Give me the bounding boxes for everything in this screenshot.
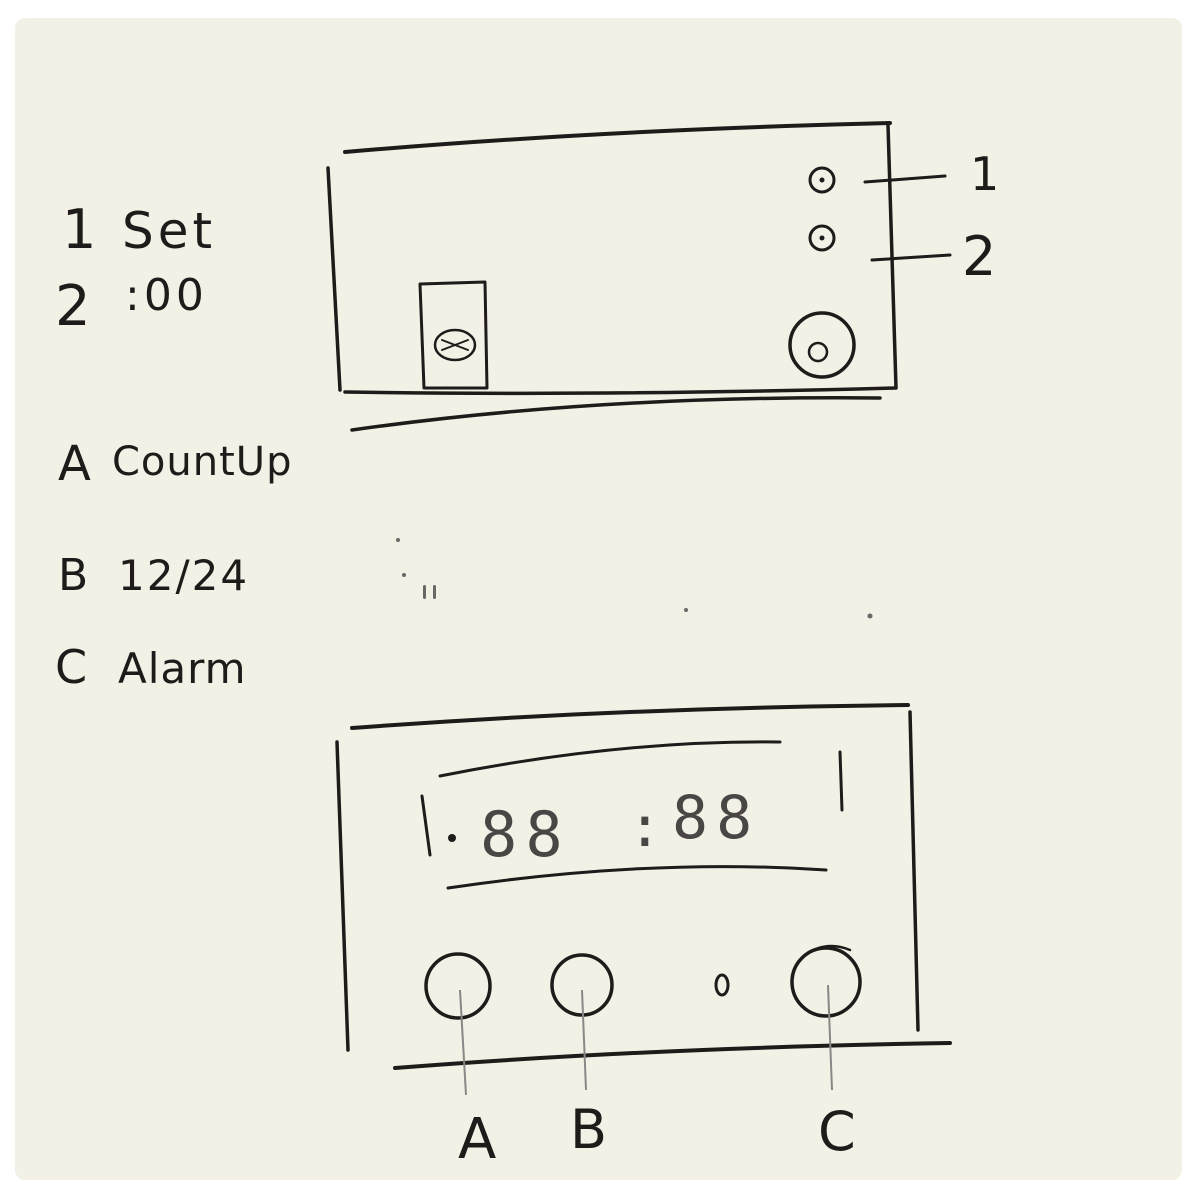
legend-label-set: Set: [122, 202, 216, 260]
front-panel-left-edge: [335, 740, 350, 1052]
display-hours: 88: [480, 798, 571, 871]
display-left-edge: [420, 794, 432, 857]
legend-key-1: 1: [62, 198, 96, 261]
display-right-edge: [838, 750, 844, 812]
display-top-edge: [438, 740, 782, 778]
button-label-a: A: [458, 1107, 496, 1172]
legend-key-a: A: [58, 436, 91, 492]
back-panel: 1 2: [326, 121, 999, 432]
battery-compartment: [418, 280, 489, 390]
leader-line-b: [581, 989, 587, 1091]
back-panel-left-edge: [326, 166, 342, 392]
paper-sheet: [15, 18, 1182, 1180]
zero-knob-center: [819, 235, 825, 241]
callout-line-2: [870, 253, 952, 262]
back-panel-bottom-edge: [343, 386, 897, 396]
front-panel-right-edge: [908, 710, 920, 1032]
zero-knob: [808, 224, 836, 252]
callout-label-1: 1: [970, 147, 999, 201]
volume-dial: [788, 311, 856, 379]
legend-key-b: B: [58, 550, 88, 601]
display-minutes: 88: [672, 783, 760, 853]
callout-line-1: [863, 174, 947, 184]
button-label-c: C: [818, 1100, 856, 1163]
alarm-button-highlight: [803, 944, 852, 957]
pm-indicator-dot: [448, 834, 456, 842]
front-panel-top-edge: [350, 703, 910, 730]
front-panel-base-line: [393, 1041, 952, 1070]
legend-label-00: :00: [125, 270, 208, 321]
legend-key-2: 2: [55, 274, 91, 339]
legend-key-c: C: [55, 640, 87, 694]
legend-label-countup: CountUp: [112, 439, 292, 485]
display-bottom-edge: [446, 865, 828, 890]
back-panel-base-line: [350, 396, 882, 432]
callout-label-2: 2: [962, 225, 996, 288]
back-panel-right-edge: [886, 123, 898, 390]
volume-dial-center: [807, 341, 829, 363]
battery-cover-latch-icon: [433, 328, 477, 362]
alarm-button: [790, 946, 862, 1018]
back-panel-top-edge: [343, 121, 892, 154]
front-panel: 88 : 88 A B C: [335, 703, 952, 1172]
set-knob: [808, 166, 836, 194]
latch-mark: [441, 339, 469, 351]
display-colon: :: [628, 795, 662, 860]
stray-marks: [396, 538, 873, 619]
legend-label-12-24: 12/24: [118, 551, 249, 600]
indicator-led: [714, 973, 730, 997]
legend-label-alarm: Alarm: [118, 644, 247, 693]
countup-button: [424, 952, 492, 1020]
set-knob-center: [819, 177, 825, 183]
button-label-b: B: [570, 1098, 607, 1161]
legend: 1 Set 2 :00 A CountUp B 12/24 C Alarm: [55, 198, 292, 694]
leader-line-a: [459, 989, 467, 1096]
leader-line-c: [827, 984, 833, 1091]
